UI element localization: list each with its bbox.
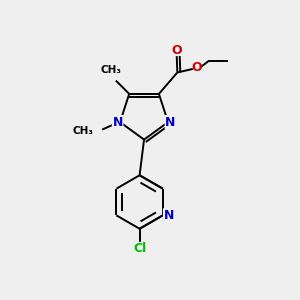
Text: N: N xyxy=(165,116,176,129)
Text: N: N xyxy=(164,209,174,222)
Text: N: N xyxy=(112,116,123,129)
Text: CH₃: CH₃ xyxy=(73,126,94,136)
Text: O: O xyxy=(171,44,182,57)
Text: O: O xyxy=(192,61,202,74)
Text: Cl: Cl xyxy=(133,242,146,256)
Text: CH₃: CH₃ xyxy=(101,65,122,76)
